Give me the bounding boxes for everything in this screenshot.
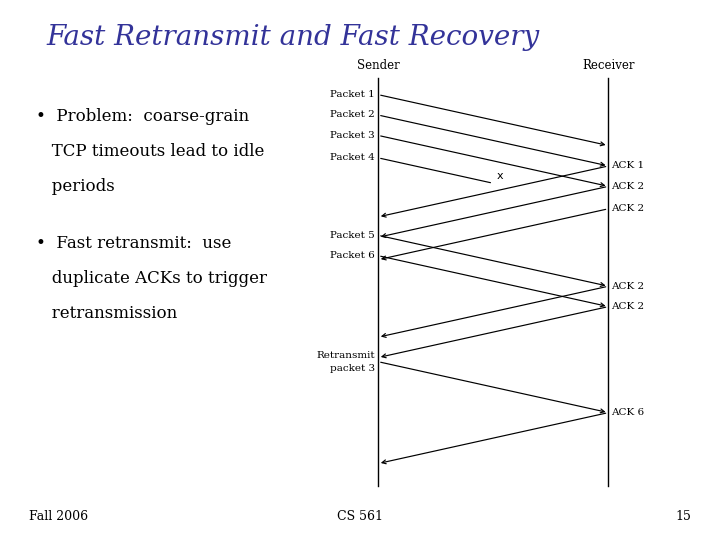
Text: duplicate ACKs to trigger: duplicate ACKs to trigger	[36, 270, 267, 287]
Text: •  Fast retransmit:  use: • Fast retransmit: use	[36, 235, 231, 252]
Text: ACK 2: ACK 2	[611, 182, 644, 191]
Text: Sender: Sender	[356, 59, 400, 72]
Text: Packet 2: Packet 2	[330, 111, 375, 119]
Text: ACK 1: ACK 1	[611, 161, 644, 171]
Text: packet 3: packet 3	[330, 363, 375, 373]
Text: ACK 2: ACK 2	[611, 282, 644, 291]
Text: •  Problem:  coarse-grain: • Problem: coarse-grain	[36, 108, 249, 125]
Text: Fast Retransmit and Fast Recovery: Fast Retransmit and Fast Recovery	[47, 24, 540, 51]
Text: ACK 6: ACK 6	[611, 408, 644, 417]
Text: Packet 4: Packet 4	[330, 153, 375, 163]
Text: Retransmit: Retransmit	[317, 350, 375, 360]
Text: periods: periods	[36, 178, 114, 195]
Text: Packet 1: Packet 1	[330, 90, 375, 99]
Text: ACK 2: ACK 2	[611, 204, 644, 213]
Text: TCP timeouts lead to idle: TCP timeouts lead to idle	[36, 143, 264, 160]
Text: Packet 3: Packet 3	[330, 131, 375, 140]
Text: Receiver: Receiver	[582, 59, 634, 72]
Text: Packet 6: Packet 6	[330, 251, 375, 260]
Text: 15: 15	[675, 510, 691, 523]
Text: x: x	[497, 171, 503, 180]
Text: Packet 5: Packet 5	[330, 231, 375, 240]
Text: Fall 2006: Fall 2006	[29, 510, 88, 523]
Text: CS 561: CS 561	[337, 510, 383, 523]
Text: ACK 2: ACK 2	[611, 302, 644, 311]
Text: retransmission: retransmission	[36, 305, 177, 322]
